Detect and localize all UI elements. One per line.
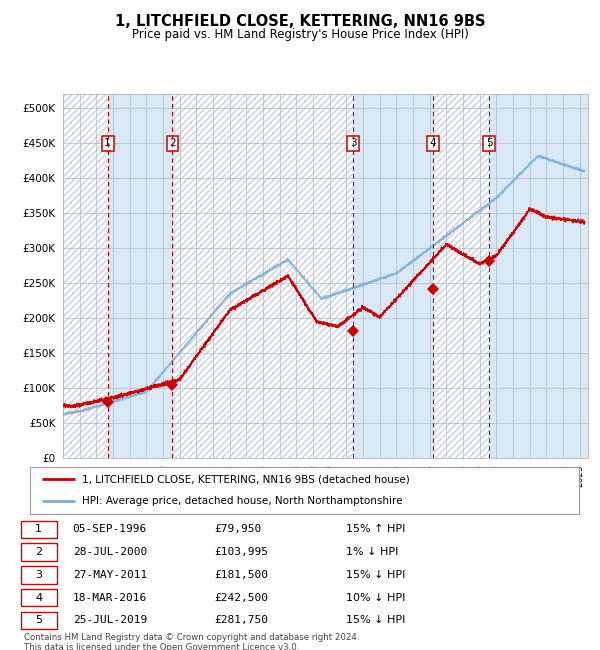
Text: 2: 2 xyxy=(35,547,42,557)
FancyBboxPatch shape xyxy=(21,543,56,561)
Bar xyxy=(63,94,107,458)
Text: £103,995: £103,995 xyxy=(214,547,268,557)
Text: £79,950: £79,950 xyxy=(214,525,261,534)
Text: 25-JUL-2019: 25-JUL-2019 xyxy=(73,616,147,625)
Bar xyxy=(353,94,433,458)
Text: 5: 5 xyxy=(486,138,493,148)
Text: 15% ↓ HPI: 15% ↓ HPI xyxy=(346,570,406,580)
Text: Price paid vs. HM Land Registry's House Price Index (HPI): Price paid vs. HM Land Registry's House … xyxy=(131,28,469,41)
Text: 1: 1 xyxy=(35,525,42,534)
FancyBboxPatch shape xyxy=(21,566,56,584)
Text: 2: 2 xyxy=(169,138,176,148)
Text: 15% ↑ HPI: 15% ↑ HPI xyxy=(346,525,406,534)
Text: £281,750: £281,750 xyxy=(214,616,268,625)
FancyBboxPatch shape xyxy=(21,589,56,606)
Text: 4: 4 xyxy=(35,593,42,603)
Bar xyxy=(433,94,489,458)
Text: 15% ↓ HPI: 15% ↓ HPI xyxy=(346,616,406,625)
Text: 1, LITCHFIELD CLOSE, KETTERING, NN16 9BS (detached house): 1, LITCHFIELD CLOSE, KETTERING, NN16 9BS… xyxy=(82,474,410,484)
Text: 3: 3 xyxy=(35,570,42,580)
Text: 05-SEP-1996: 05-SEP-1996 xyxy=(73,525,147,534)
Text: 5: 5 xyxy=(35,616,42,625)
FancyBboxPatch shape xyxy=(30,467,579,514)
Bar xyxy=(63,94,107,458)
Text: 1: 1 xyxy=(104,138,111,148)
Text: 27-MAY-2011: 27-MAY-2011 xyxy=(73,570,147,580)
Bar xyxy=(172,94,353,458)
Text: 1, LITCHFIELD CLOSE, KETTERING, NN16 9BS: 1, LITCHFIELD CLOSE, KETTERING, NN16 9BS xyxy=(115,14,485,29)
Bar xyxy=(489,94,588,458)
Bar xyxy=(107,94,172,458)
Text: 18-MAR-2016: 18-MAR-2016 xyxy=(73,593,147,603)
Text: 3: 3 xyxy=(350,138,356,148)
Text: £181,500: £181,500 xyxy=(214,570,268,580)
Bar xyxy=(433,94,489,458)
Text: 4: 4 xyxy=(430,138,436,148)
Text: HPI: Average price, detached house, North Northamptonshire: HPI: Average price, detached house, Nort… xyxy=(82,497,403,506)
Text: Contains HM Land Registry data © Crown copyright and database right 2024.
This d: Contains HM Land Registry data © Crown c… xyxy=(24,633,359,650)
Text: £242,500: £242,500 xyxy=(214,593,268,603)
FancyBboxPatch shape xyxy=(21,521,56,538)
Text: 28-JUL-2000: 28-JUL-2000 xyxy=(73,547,147,557)
Bar xyxy=(172,94,353,458)
Text: 10% ↓ HPI: 10% ↓ HPI xyxy=(346,593,406,603)
FancyBboxPatch shape xyxy=(21,612,56,629)
Text: 1% ↓ HPI: 1% ↓ HPI xyxy=(346,547,398,557)
